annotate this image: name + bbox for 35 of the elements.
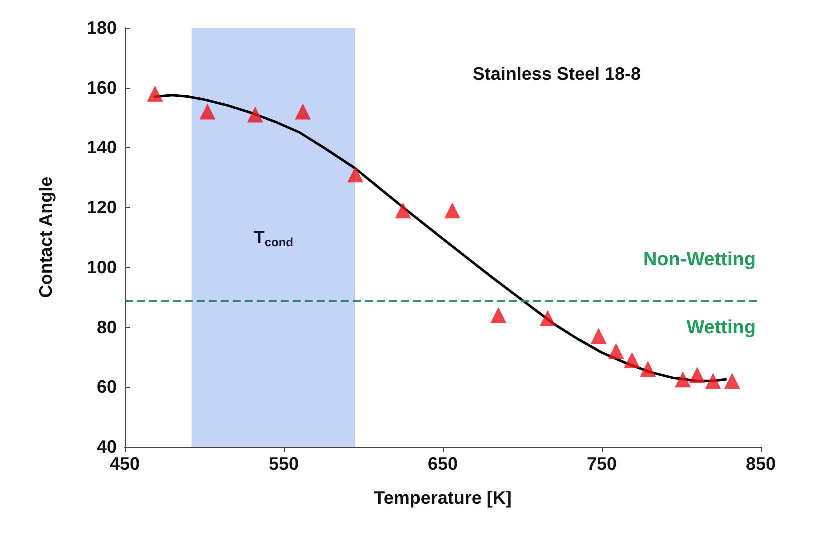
- point: [348, 166, 364, 183]
- x-tick-label: 550: [268, 454, 300, 474]
- point: [675, 372, 692, 388]
- y-tick-label: 40: [96, 437, 117, 457]
- x-tick-label: 450: [110, 454, 140, 474]
- x-tick-label: 850: [746, 454, 776, 474]
- point: [295, 104, 312, 120]
- x-axis-title: Temperature [K]: [374, 488, 512, 508]
- annotation: Non-Wetting: [643, 249, 756, 270]
- x-tick-label: 750: [586, 454, 618, 474]
- point: [624, 352, 640, 368]
- y-tick-label: 160: [86, 78, 117, 98]
- point: [540, 310, 556, 326]
- point: [590, 328, 607, 344]
- y-tick-label: 140: [86, 138, 117, 158]
- point: [724, 373, 740, 390]
- point: [444, 202, 461, 219]
- text: Stainless Steel 18-8: [472, 64, 642, 84]
- y-tick-label: 120: [86, 198, 117, 218]
- annotation: Wetting: [686, 317, 756, 338]
- point: [705, 373, 722, 390]
- y-axis-title: Contact Angle: [36, 176, 56, 298]
- point: [247, 106, 264, 123]
- point: [490, 307, 507, 324]
- y-tick-label: 100: [86, 257, 117, 278]
- point: [395, 202, 412, 219]
- y-tick-label: 180: [86, 18, 117, 38]
- point: [608, 343, 624, 360]
- y-tick-label: 60: [96, 377, 117, 398]
- point: [147, 86, 164, 102]
- x-tick-label: 650: [428, 454, 458, 474]
- y-tick-label: 80: [96, 317, 117, 338]
- point: [200, 104, 216, 120]
- point: [689, 367, 706, 384]
- point: [640, 361, 656, 378]
